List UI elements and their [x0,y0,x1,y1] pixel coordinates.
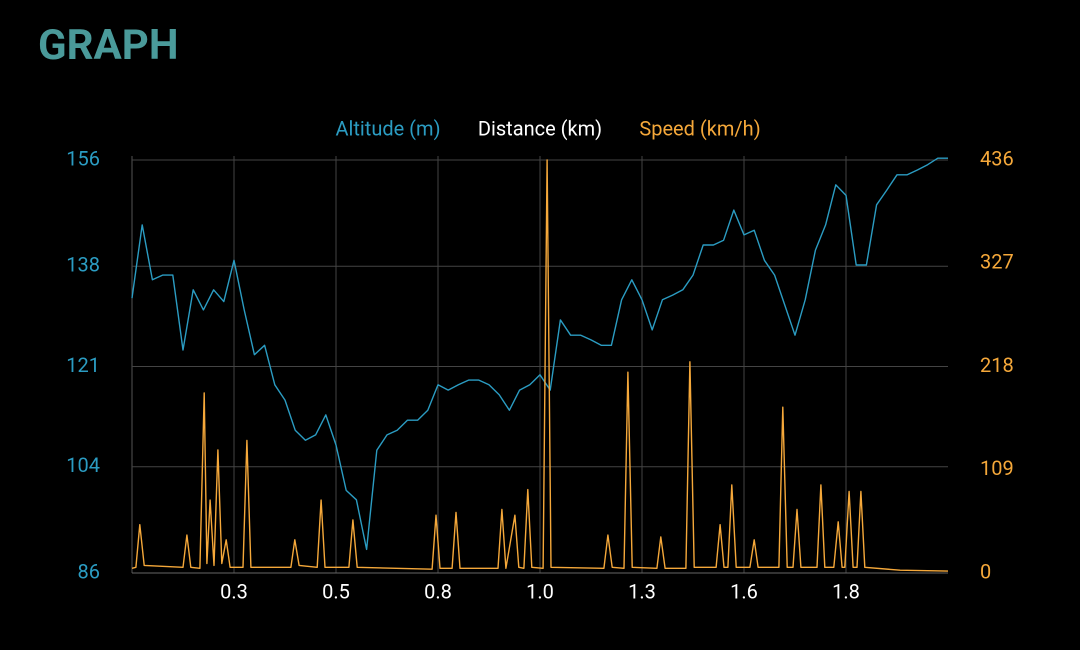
y2-tick-label: 327 [980,250,1014,274]
y-tick-label: 104 [66,453,100,477]
x-tick-label: 0.3 [220,579,248,603]
y2-tick-label: 218 [980,353,1014,377]
y2-tick-label: 436 [980,146,1014,170]
x-tick-label: 1.0 [526,579,554,603]
y2-tick-label: 0 [980,559,991,583]
y-tick-label: 121 [66,353,100,377]
y-tick-label: 86 [78,559,100,583]
x-tick-label: 1.3 [628,579,656,603]
x-tick-label: 1.8 [832,579,860,603]
y2-tick-label: 109 [980,456,1014,480]
x-axis-label: Distance (km) [478,116,602,140]
data-line [131,157,948,551]
x-tick-label: 0.8 [424,579,452,603]
data-line [131,159,949,572]
chart-title: GRAPH [38,21,178,70]
legend-entry: Speed (km/h) [639,116,760,140]
y-tick-label: 138 [66,252,100,276]
x-tick-label: 0.5 [322,579,350,603]
y-tick-label: 156 [66,146,100,170]
x-tick-label: 1.6 [730,579,758,603]
legend-entry: Altitude (m) [335,116,440,140]
